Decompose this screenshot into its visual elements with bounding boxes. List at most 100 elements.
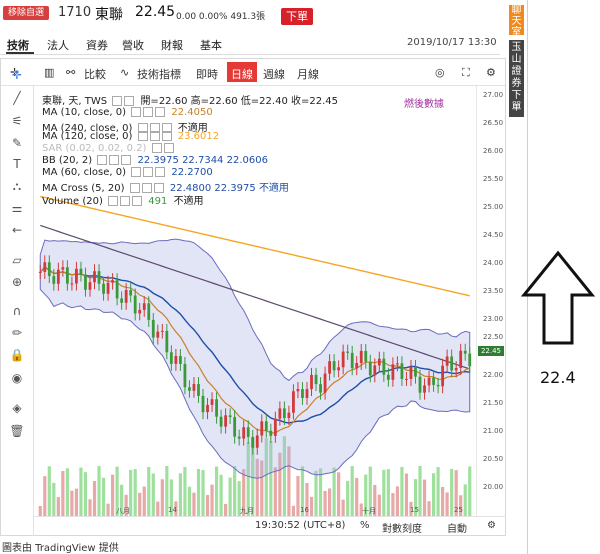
monthly-button[interactable]: 月線 bbox=[297, 68, 319, 81]
legend-toggle-box[interactable] bbox=[149, 123, 160, 133]
legend-toggle-box[interactable] bbox=[120, 196, 131, 206]
compare-button[interactable]: 比較 bbox=[84, 68, 106, 81]
price-chart[interactable] bbox=[34, 86, 476, 516]
legend-ma240-value: 不適用 bbox=[177, 123, 208, 134]
legend-volume[interactable]: Volume (20) 491 不適用 bbox=[42, 192, 204, 207]
ruler-icon[interactable]: ▱ bbox=[12, 253, 22, 267]
tab-revenue[interactable]: 營收 bbox=[122, 39, 144, 52]
legend-toggle-box[interactable] bbox=[108, 196, 119, 206]
tab-technical[interactable]: 技術 bbox=[7, 39, 29, 52]
text-icon[interactable]: T bbox=[13, 157, 21, 171]
percent-toggle[interactable]: % bbox=[360, 520, 370, 531]
zoom-in-icon[interactable]: ⊕ bbox=[11, 275, 23, 289]
legend-toggle-box[interactable] bbox=[124, 96, 135, 106]
legend-ma240[interactable]: MA (240, close, 0) 不適用 bbox=[42, 119, 208, 134]
crosshair-icon[interactable]: ✛ bbox=[10, 66, 20, 79]
candle-body bbox=[377, 358, 381, 366]
order-button[interactable]: 下單 bbox=[281, 8, 313, 25]
tab-financials[interactable]: 財報 bbox=[161, 39, 183, 52]
legend-toggle-box[interactable] bbox=[141, 183, 152, 193]
legend-ma60[interactable]: MA (60, close, 0) 22.2700 bbox=[42, 167, 213, 178]
legend-toggle-box[interactable] bbox=[121, 155, 132, 165]
volume-bar bbox=[79, 467, 83, 516]
legend-toggle-box[interactable] bbox=[161, 131, 172, 141]
y-tick: 26.50 bbox=[483, 119, 504, 127]
legend-toggle-box[interactable] bbox=[131, 107, 142, 117]
tab-basic[interactable]: 基本 bbox=[200, 39, 222, 52]
legend-ohlc-title: 東聯, 天, TWS bbox=[42, 96, 108, 107]
candle-body bbox=[323, 373, 327, 393]
legend-toggle-box[interactable] bbox=[151, 143, 162, 153]
legend-toggle-box[interactable] bbox=[129, 183, 140, 193]
log-scale-toggle[interactable]: 對數刻度 bbox=[382, 524, 422, 535]
legend-toggle-box[interactable] bbox=[131, 167, 142, 177]
tab-institutional[interactable]: 法人 bbox=[47, 39, 69, 52]
cursor-icon[interactable]: ✛ bbox=[11, 68, 23, 82]
layers-icon[interactable]: ◈ bbox=[12, 401, 22, 415]
prediction-icon[interactable]: ⚌ bbox=[11, 201, 23, 215]
eye-icon[interactable]: ◉ bbox=[11, 371, 23, 385]
legend-ohlc-values: 開=22.60 高=22.60 低=22.40 收=22.45 bbox=[140, 96, 339, 107]
tab-margin[interactable]: 資券 bbox=[86, 39, 108, 52]
legend-toggle-box[interactable] bbox=[97, 155, 108, 165]
indicators-button[interactable]: 技術指標 bbox=[137, 68, 181, 81]
indicator-icon[interactable]: ∿ bbox=[120, 66, 130, 79]
volume-bar bbox=[97, 466, 101, 516]
camera-icon[interactable]: ◎ bbox=[435, 66, 445, 79]
volume-bar bbox=[56, 497, 60, 516]
legend-ma120-label: MA (120, close, 0) bbox=[42, 131, 133, 142]
bar-type-icon[interactable]: ▥ bbox=[44, 66, 55, 79]
candle-body bbox=[70, 283, 74, 285]
legend-toggle-box[interactable] bbox=[149, 131, 160, 141]
legend-macross[interactable]: MA Cross (5, 20) 22.4800 22.3975 不適用 bbox=[42, 179, 289, 194]
legend-toggle-box[interactable] bbox=[163, 143, 174, 153]
broker-order-link[interactable]: 玉山證券下單 bbox=[509, 40, 524, 117]
daily-button[interactable]: 日線 bbox=[231, 68, 253, 81]
lock-icon[interactable]: 🔒 bbox=[9, 348, 25, 362]
trendline-icon[interactable]: ╱ bbox=[13, 91, 21, 105]
chatroom-button[interactable]: 聊天室 bbox=[509, 5, 524, 38]
back-arrow-icon[interactable]: ← bbox=[11, 223, 23, 237]
legend-toggle-box[interactable] bbox=[109, 155, 120, 165]
legend-toggle-box[interactable] bbox=[112, 96, 123, 106]
volume-bar bbox=[210, 484, 214, 516]
settings-icon[interactable]: ⚙ bbox=[486, 66, 496, 79]
legend-toggle-box[interactable] bbox=[137, 131, 148, 141]
pattern-icon[interactable]: ⛬ bbox=[12, 179, 22, 193]
legend-toggle-box[interactable] bbox=[143, 107, 154, 117]
compare-icon[interactable]: ⚯ bbox=[66, 66, 76, 79]
remove-watchlist-button[interactable]: 移除自選 bbox=[3, 6, 49, 20]
weekly-button[interactable]: 週線 bbox=[263, 68, 285, 81]
legend-toggle-box[interactable] bbox=[137, 123, 148, 133]
scale-settings-icon[interactable]: ⚙ bbox=[487, 520, 496, 531]
volume-bar bbox=[205, 495, 210, 516]
volume-bar bbox=[368, 466, 372, 516]
volume-bar bbox=[147, 466, 151, 516]
legend-bb[interactable]: BB (20, 2) 22.3975 22.7344 22.0606 bbox=[42, 155, 268, 166]
volume-bar bbox=[436, 467, 440, 516]
legend-ma120[interactable]: MA (120, close, 0) 23.6012 bbox=[42, 131, 219, 142]
stock-code: 1710 bbox=[58, 5, 92, 20]
legend-ma10[interactable]: MA (10, close, 0) 22.4050 bbox=[42, 107, 213, 118]
fib-icon[interactable]: ⚟ bbox=[11, 114, 23, 128]
legend-toggle-box[interactable] bbox=[155, 167, 166, 177]
trash-icon[interactable]: 🗑 bbox=[9, 424, 25, 438]
legend-toggle-box[interactable] bbox=[132, 196, 143, 206]
panel-divider bbox=[527, 0, 528, 554]
fullscreen-icon[interactable]: ⛶ bbox=[462, 66, 470, 79]
volume-bar bbox=[296, 476, 300, 516]
volume-bar bbox=[255, 458, 259, 516]
legend-toggle-box[interactable] bbox=[143, 167, 154, 177]
volume-bar bbox=[309, 496, 314, 516]
legend-sar[interactable]: SAR (0.02, 0.02, 0.2) bbox=[42, 143, 174, 154]
price-axis[interactable] bbox=[476, 86, 506, 516]
legend-ohlc[interactable]: 東聯, 天, TWS 開=22.60 高=22.60 低=22.40 收=22.… bbox=[42, 92, 338, 107]
magnet-icon[interactable]: ∩ bbox=[12, 304, 22, 318]
volume-bar bbox=[332, 467, 336, 516]
brush-icon[interactable]: ✎ bbox=[11, 136, 23, 150]
realtime-button[interactable]: 即時 bbox=[196, 68, 218, 81]
volume-bar bbox=[74, 488, 79, 516]
auto-scale-toggle[interactable]: 自動 bbox=[447, 524, 467, 535]
legend-toggle-box[interactable] bbox=[155, 107, 166, 117]
stay-drawing-icon[interactable]: ✏ bbox=[11, 326, 23, 340]
